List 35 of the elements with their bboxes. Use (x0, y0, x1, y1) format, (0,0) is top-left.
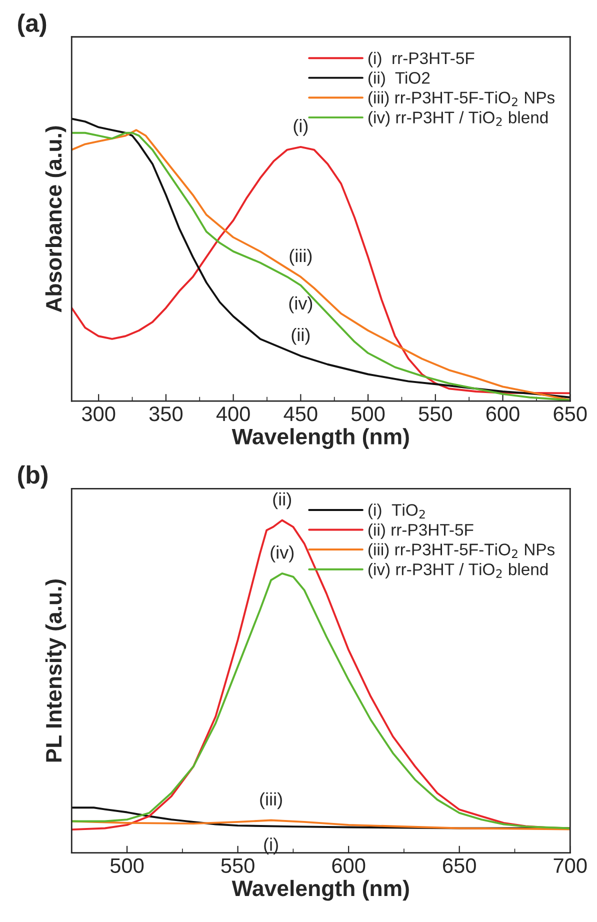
annotation: (iv) (270, 546, 294, 562)
chart-title: (b) (18, 465, 48, 489)
x-tick-label: 500 (110, 858, 144, 874)
legend-label: (iii) rr-P3HT-5F-TiO$_{2}$ NPs (368, 543, 555, 559)
x-axis-title: Wavelength (nm) (232, 880, 409, 901)
annotation: (iii) (260, 792, 282, 810)
legend-label: (i) rr-P3HT-5F (368, 52, 474, 68)
y-axis-title: Absorbance (a.u.) (45, 126, 66, 312)
annotation: (iii) (290, 248, 312, 266)
annotation: (ii) (292, 328, 310, 345)
annotation: (i) (294, 119, 308, 136)
x-axis-title: Wavelength (nm) (232, 428, 409, 449)
x-tick-label: 650 (443, 858, 476, 874)
x-tick-label: 300 (82, 406, 116, 422)
x-tick-label: 500 (352, 406, 385, 422)
x-tick-label: 400 (216, 406, 250, 422)
annotation: (ii) (273, 492, 292, 510)
x-tick-label: 550 (418, 406, 452, 422)
chart-title: (a) (18, 14, 46, 37)
legend-label: (ii) TiO2 (368, 72, 430, 88)
legend-label: (i) TiO$_{2}$ (368, 504, 425, 520)
annotation: (i) (264, 838, 278, 855)
legend-label: (iv) rr-P3HT / TiO$_{2}$ blend (368, 563, 548, 579)
x-tick-label: 350 (149, 406, 183, 422)
legend-label: (ii) rr-P3HT-5F (368, 523, 474, 540)
x-tick-label: 550 (221, 858, 254, 874)
x-tick-label: 600 (486, 406, 520, 422)
y-axis-title: PL Intensity (a.u.) (45, 579, 66, 762)
x-tick-label: 600 (332, 858, 366, 874)
annotation: (iv) (289, 296, 312, 314)
x-tick-label: 450 (284, 406, 318, 422)
legend-label: (iv) rr-P3HT / TiO$_{2}$ blend (368, 111, 548, 127)
x-tick-label: 650 (554, 406, 587, 422)
legend-label: (iii) rr-P3HT-5F-TiO$_{2}$ NPs (368, 91, 555, 107)
x-tick-label: 700 (554, 858, 587, 874)
